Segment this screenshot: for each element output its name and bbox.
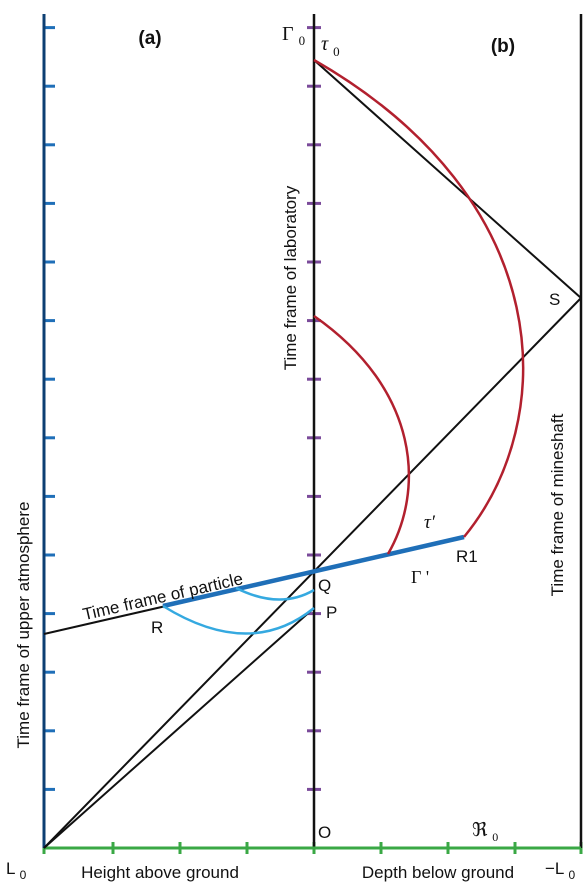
point-P-label: P bbox=[326, 603, 337, 622]
point-R1-label: R1 bbox=[456, 547, 478, 566]
mineshaft-axis-label: Time frame of mineshaft bbox=[548, 413, 567, 596]
gamma0-label: Γ 0 bbox=[282, 23, 305, 48]
upper-atmosphere-axis-label: Time frame of upper atmosphere bbox=[14, 502, 33, 749]
R0-label: ℜ 0 bbox=[472, 820, 498, 844]
signal-line-L0-to-P bbox=[43, 607, 315, 849]
particle-axis-label: Time frame of particle bbox=[81, 569, 245, 624]
tau0-symbol: τ bbox=[321, 33, 329, 55]
height-above-ground-label: Height above ground bbox=[81, 863, 239, 882]
tau-prime-label: τ′ bbox=[424, 512, 436, 533]
point-R-label: R bbox=[151, 618, 163, 637]
tau0-label: τ 0 bbox=[321, 33, 340, 59]
panel-b-label: (b) bbox=[491, 36, 515, 57]
red-curve-tau0-to-R1 bbox=[313, 58, 525, 538]
gamma0-subscript: 0 bbox=[299, 33, 306, 48]
neg-L0-symbol: −L bbox=[545, 859, 564, 878]
laboratory-axis-label: Time frame of laboratory bbox=[281, 185, 300, 370]
red-curve-inner bbox=[313, 314, 411, 555]
R0-symbol: ℜ bbox=[472, 820, 488, 841]
neg-L0-label: −L 0 bbox=[545, 859, 576, 882]
arc-particle-to-Q bbox=[235, 586, 315, 601]
L0-subscript: 0 bbox=[20, 868, 27, 882]
tau0-subscript: 0 bbox=[333, 44, 340, 59]
panel-a-label: (a) bbox=[138, 28, 161, 49]
point-S-label: S bbox=[549, 290, 560, 309]
neg-L0-subscript: 0 bbox=[569, 868, 576, 882]
L0-label: L 0 bbox=[6, 859, 27, 882]
arc-R-to-P bbox=[162, 604, 315, 635]
upper-atmosphere-axis-ticks bbox=[44, 26, 55, 791]
point-Q-label: Q bbox=[318, 576, 331, 595]
origin-O-label: O bbox=[318, 823, 331, 842]
signal-line-tau0-to-S bbox=[313, 59, 582, 299]
gamma-prime-label: Γ ' bbox=[411, 567, 429, 587]
depth-below-ground-label: Depth below ground bbox=[362, 863, 514, 882]
L0-symbol: L bbox=[6, 859, 15, 878]
gamma0-symbol: Γ bbox=[282, 23, 294, 45]
R0-subscript: 0 bbox=[492, 830, 498, 844]
particle-proper-time-segment bbox=[162, 534, 465, 609]
